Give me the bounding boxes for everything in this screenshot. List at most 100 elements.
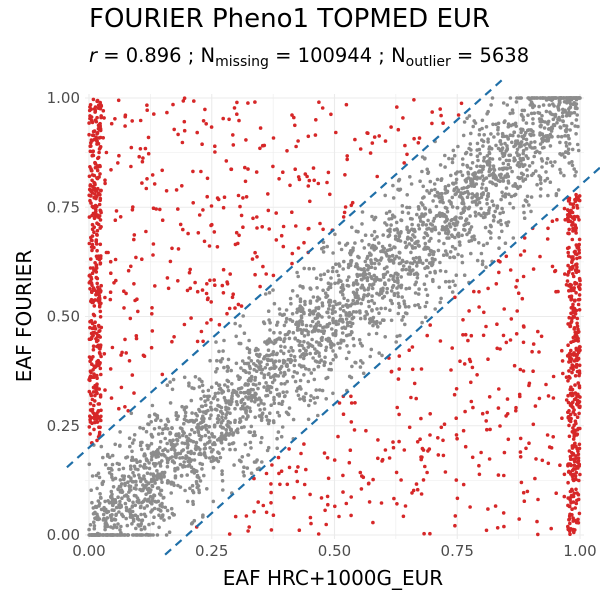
outlier-point (271, 513, 276, 517)
outlier-point (130, 119, 134, 123)
outlier-point (191, 169, 195, 174)
inlier-point (304, 367, 308, 371)
inlier-point (431, 252, 436, 257)
inlier-point (494, 143, 498, 148)
outlier-point (467, 309, 471, 313)
inlier-point (207, 440, 212, 444)
outlier-point (227, 532, 232, 536)
outlier-point (570, 258, 574, 263)
outlier-point (326, 476, 331, 481)
inlier-point (88, 523, 93, 527)
inlier-point (423, 241, 428, 246)
outlier-point (252, 509, 256, 514)
inlier-point (555, 121, 559, 125)
outlier-point (129, 145, 134, 150)
outlier-point (563, 218, 567, 222)
outlier-point (233, 514, 238, 519)
outlier-point (96, 103, 101, 107)
inlier-point (171, 377, 176, 382)
inlier-point (456, 231, 461, 236)
outlier-point (258, 146, 262, 151)
inlier-point (345, 278, 350, 283)
inlier-point (87, 527, 91, 532)
inlier-point (324, 348, 328, 353)
outlier-point (571, 272, 575, 276)
inlier-point (448, 250, 453, 254)
inlier-point (130, 522, 134, 526)
inlier-point (192, 430, 197, 435)
inlier-point (169, 491, 173, 495)
inlier-point (402, 299, 406, 304)
inlier-point (340, 331, 345, 335)
inlier-point (445, 217, 450, 221)
outlier-point (574, 346, 578, 351)
inlier-point (337, 262, 341, 266)
inlier-point (200, 462, 205, 467)
inlier-point (251, 388, 255, 392)
inlier-point (533, 150, 538, 155)
inlier-point (552, 104, 556, 108)
outlier-point (296, 139, 300, 143)
inlier-point (347, 314, 352, 318)
inlier-point (375, 307, 379, 311)
outlier-point (352, 428, 357, 432)
inlier-point (214, 340, 218, 344)
inlier-point (349, 324, 353, 329)
inlier-point (350, 330, 354, 335)
outlier-point (91, 149, 95, 153)
outlier-value-text: = 5638 (450, 44, 530, 67)
inlier-point (377, 262, 381, 266)
inlier-point (300, 322, 305, 327)
inlier-point (190, 428, 194, 432)
outlier-point (97, 387, 101, 391)
inlier-point (489, 224, 493, 229)
outlier-point (569, 265, 574, 270)
outlier-point (546, 461, 551, 466)
outlier-point (573, 506, 577, 510)
inlier-point (259, 360, 263, 364)
outlier-point (269, 490, 273, 495)
inlier-point (424, 258, 429, 263)
inlier-point (183, 405, 188, 410)
inlier-point (515, 147, 520, 152)
inlier-point (266, 421, 271, 426)
inlier-point (262, 402, 266, 406)
outlier-point (89, 118, 94, 123)
inlier-point (162, 470, 167, 475)
outlier-point (95, 281, 99, 286)
outlier-point (573, 474, 578, 478)
inlier-point (445, 236, 449, 240)
outlier-point (200, 142, 204, 146)
outlier-point (337, 514, 341, 519)
inlier-point (486, 140, 490, 144)
outlier-point (562, 472, 567, 477)
outlier-point (407, 348, 412, 353)
inlier-point (491, 218, 496, 223)
inlier-point (423, 315, 428, 320)
outlier-point (87, 281, 92, 285)
inlier-point (197, 488, 201, 492)
outlier-point (405, 152, 409, 157)
outlier-point (145, 177, 149, 181)
outlier-point (477, 463, 481, 468)
inlier-point (168, 456, 173, 460)
inlier-point (326, 287, 330, 292)
inlier-point (423, 304, 428, 309)
inlier-point (221, 488, 225, 492)
inlier-point (315, 349, 319, 354)
inlier-point (539, 157, 544, 161)
outlier-point (459, 101, 464, 106)
inlier-point (211, 448, 215, 452)
inlier-point (259, 415, 263, 419)
inlier-point (272, 398, 276, 402)
inlier-point (567, 161, 571, 165)
inlier-point (322, 329, 327, 333)
inlier-point (368, 317, 373, 321)
outlier-point (566, 379, 570, 383)
inlier-point (477, 132, 482, 137)
outlier-point (575, 498, 579, 503)
inlier-point (344, 313, 349, 317)
inlier-point (469, 152, 473, 157)
outlier-point (236, 302, 241, 307)
inlier-point (475, 148, 480, 152)
